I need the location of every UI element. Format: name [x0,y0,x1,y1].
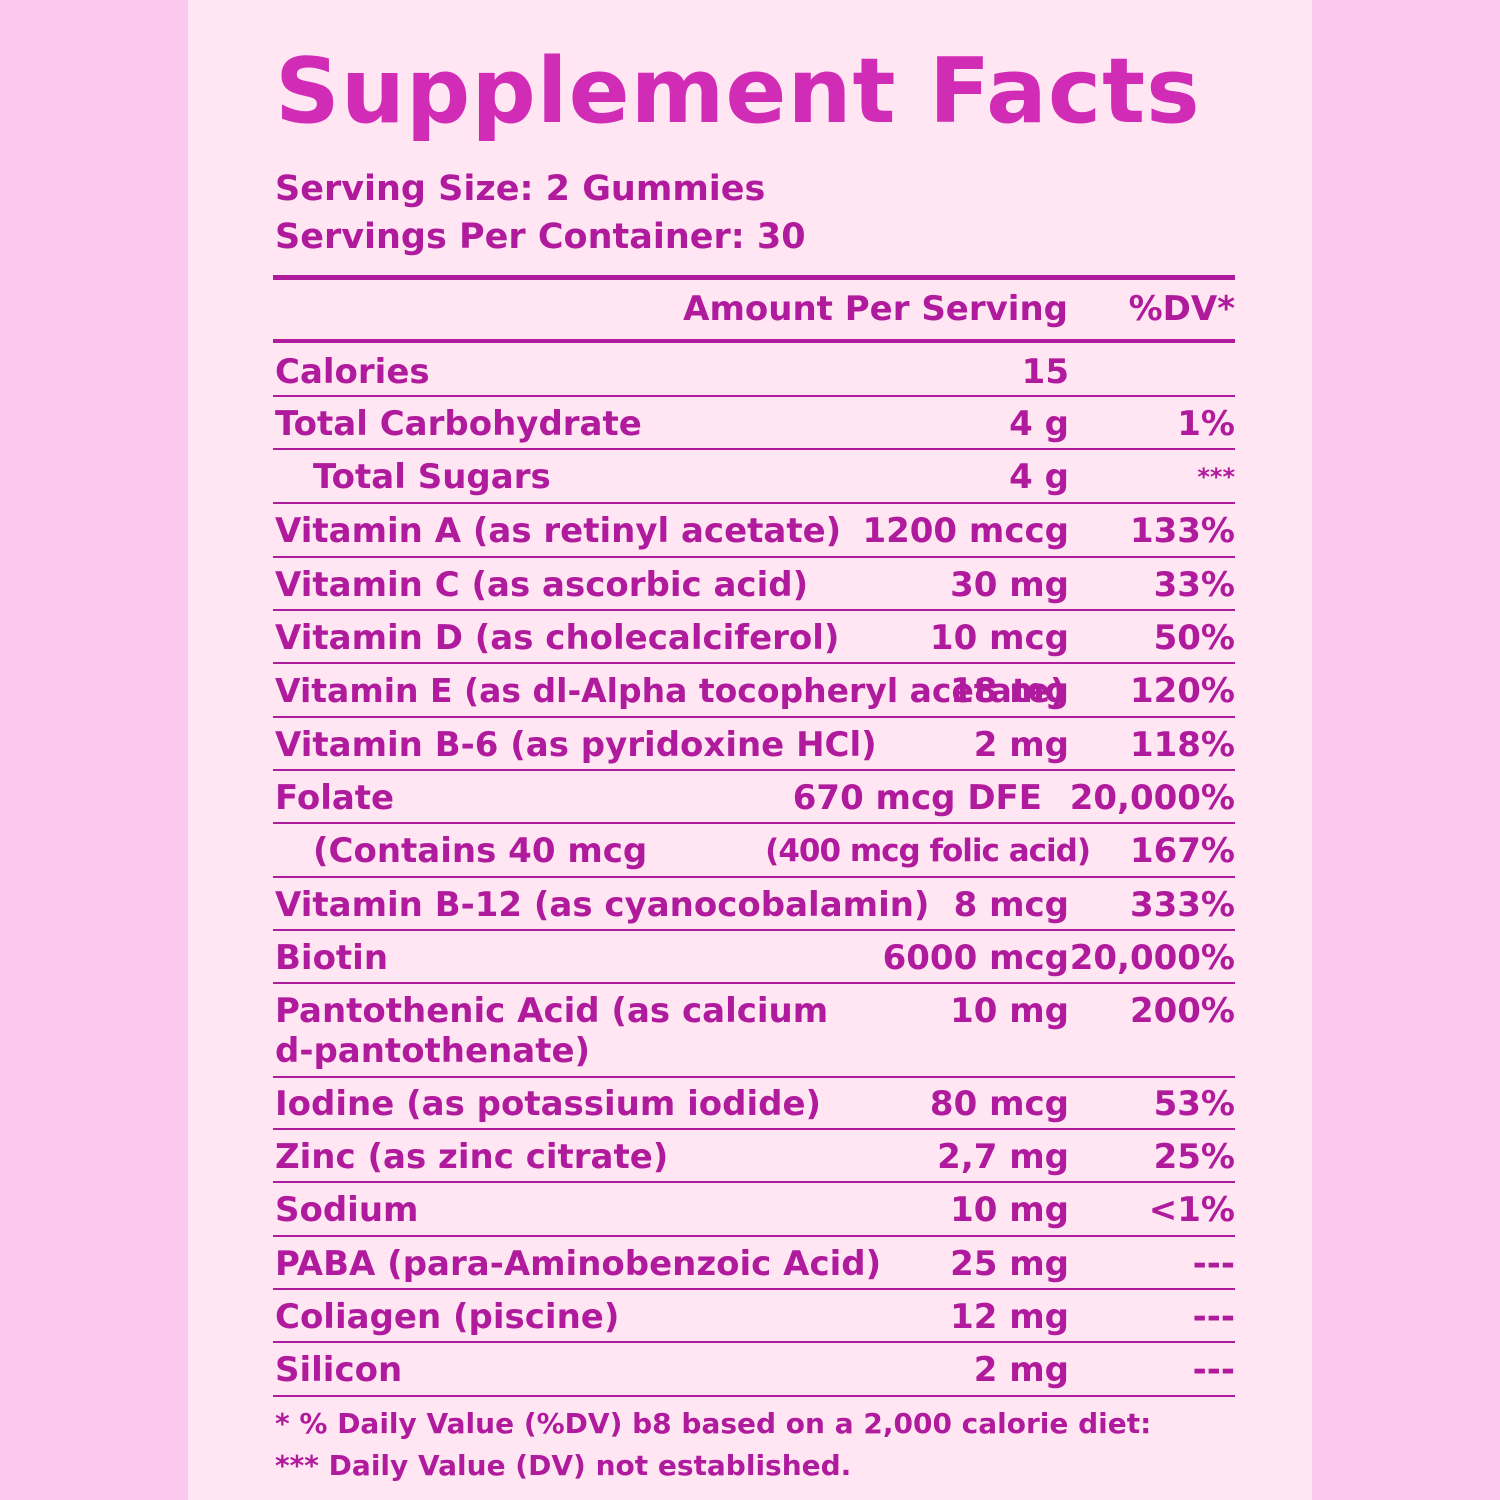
nutrient-amount: 4 g [1009,457,1069,497]
nutrient-amount: 6000 mcg [882,938,1069,978]
header-rule [273,339,1235,343]
nutrient-dv: --- [1192,1244,1235,1284]
nutrient-dv: 20,000% [1069,938,1235,978]
nutrient-dv: 167% [1129,831,1235,871]
nutrient-amount: 80 mcg [929,1084,1069,1124]
nutrient-name: Vitamin E (as dl-Alpha tocopheryl acetat… [275,671,1066,710]
row-divider [273,1341,1235,1343]
nutrient-dv: 133% [1129,511,1235,551]
row-divider [273,662,1235,664]
nutrient-dv: 118% [1129,725,1235,765]
nutrient-amount: 2 mg [973,725,1069,765]
nutrient-amount: 2,7 mg [937,1137,1069,1177]
nutrient-dv: 20,000% [1069,778,1235,818]
row-divider [273,769,1235,771]
nutrient-amount: 2 mg [973,1350,1069,1390]
servings-per-container: Servings Per Container: 30 [275,217,806,257]
nutrient-dv: --- [1192,1297,1235,1337]
row-divider [273,1181,1235,1183]
row-divider [273,1128,1235,1130]
header-amount-per-serving: Amount Per Serving [683,289,1068,329]
nutrient-name: Coliagen (piscine) [275,1297,620,1337]
nutrient-name: Vitamin C (as ascorbic acid) [275,565,809,605]
row-divider [273,716,1235,718]
nutrient-name: PABA (para-Aminobenzoic Acid) [275,1244,882,1284]
nutrient-amount: 670 mcg DFE [792,778,1042,818]
nutrient-name: Folate [275,778,395,818]
nutrient-name: Vitamin A (as retinyl acetate) [275,511,842,551]
nutrient-amount: 4 g [1009,404,1069,444]
footnote-daily-value: * % Daily Value (%DV) b8 based on a 2,00… [275,1407,1152,1440]
header-daily-value: %DV* [1128,289,1235,329]
nutrient-name: Iodine (as potassium iodide) [275,1084,822,1124]
row-divider [273,822,1235,824]
nutrient-dv: 333% [1129,885,1235,925]
row-divider [273,395,1235,397]
nutrient-dv: 200% [1129,991,1235,1031]
label-title: Supplement Facts [275,39,1201,144]
nutrient-amount: 10 mg [950,1190,1069,1230]
nutrient-amount: 10 mg [950,991,1069,1031]
nutrient-name: Vitamin B-12 (as cyanocobalamin) [275,885,930,925]
nutrient-name: Silicon [275,1350,403,1390]
row-divider [273,876,1235,878]
nutrient-name: Zinc (as zinc citrate) [275,1137,669,1177]
row-divider [273,1076,1235,1078]
serving-size: Serving Size: 2 Gummies [275,169,766,209]
row-divider [273,1288,1235,1290]
nutrient-dv: 53% [1153,1084,1235,1124]
nutrient-dv: --- [1192,1350,1235,1390]
nutrient-name: Calories [275,352,430,392]
nutrient-name: Pantothenic Acid (as calcium [275,991,829,1031]
top-rule [273,275,1235,280]
row-divider [273,609,1235,611]
nutrient-name: Sodium [275,1190,419,1230]
nutrient-amount: 8 mcg [953,885,1069,925]
label-panel [188,0,1312,1500]
nutrient-dv: 50% [1153,618,1235,658]
nutrient-name: Vitamin B-6 (as pyridoxine HCl) [275,725,877,765]
nutrient-dv: 120% [1129,671,1235,711]
nutrient-amount: 1200 mccg [862,511,1069,551]
nutrient-amount: (400 mcg folic acid) [765,833,1091,869]
nutrient-dv: 33% [1153,565,1235,605]
nutrient-dv: *** [1197,463,1235,491]
nutrient-amount: 25 mg [950,1244,1069,1284]
nutrient-dv: <1% [1148,1190,1235,1230]
nutrient-amount: 12 mg [950,1297,1069,1337]
nutrient-amount: 10 mcg [929,618,1069,658]
nutrient-dv: 25% [1153,1137,1235,1177]
nutrient-amount: 18 mg [950,671,1069,711]
row-divider [273,1235,1235,1237]
nutrient-name: Total Carbohydrate [275,404,642,444]
footnote-not-established: *** Daily Value (DV) not established. [275,1449,852,1482]
nutrient-name: Vitamin D (as cholecalciferol) [275,618,840,658]
row-divider [273,556,1235,558]
row-divider [273,982,1235,984]
nutrient-name: Total Sugars [313,457,551,497]
row-divider [273,502,1235,504]
nutrient-name: Biotin [275,938,389,978]
nutrient-amount: 30 mg [950,565,1069,605]
nutrient-amount: 15 [1021,352,1069,392]
row-divider [273,448,1235,450]
nutrient-name: (Contains 40 mcg [313,831,648,871]
nutrient-name-continued: d-pantothenate) [275,1031,591,1071]
row-divider [273,929,1235,931]
row-divider [273,1395,1235,1397]
nutrient-dv: 1% [1177,404,1235,444]
